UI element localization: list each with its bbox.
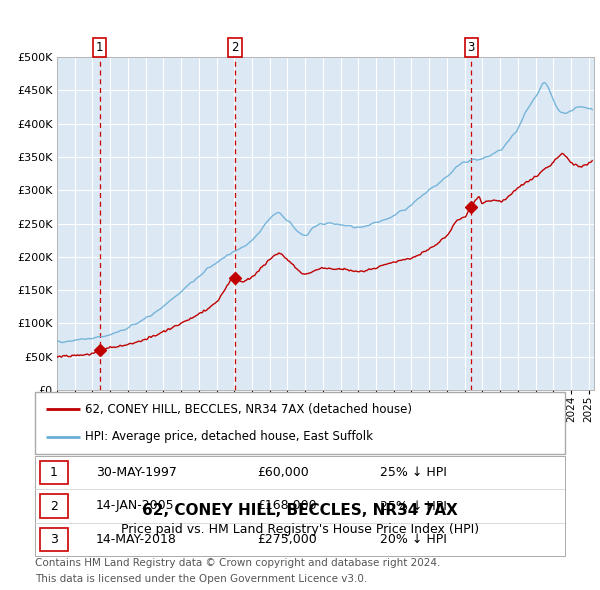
FancyBboxPatch shape (40, 527, 68, 551)
Text: £275,000: £275,000 (257, 533, 317, 546)
Text: 25% ↓ HPI: 25% ↓ HPI (380, 466, 446, 479)
FancyBboxPatch shape (40, 494, 68, 517)
Text: £168,000: £168,000 (257, 500, 317, 513)
FancyBboxPatch shape (40, 461, 68, 484)
Text: 3: 3 (467, 41, 475, 54)
Text: Contains HM Land Registry data © Crown copyright and database right 2024.: Contains HM Land Registry data © Crown c… (35, 558, 440, 568)
Text: 1: 1 (50, 466, 58, 479)
Text: 62, CONEY HILL, BECCLES, NR34 7AX: 62, CONEY HILL, BECCLES, NR34 7AX (142, 503, 458, 518)
Text: 2: 2 (231, 41, 239, 54)
Text: Price paid vs. HM Land Registry's House Price Index (HPI): Price paid vs. HM Land Registry's House … (121, 523, 479, 536)
Text: 1: 1 (96, 41, 103, 54)
Text: 30-MAY-1997: 30-MAY-1997 (96, 466, 177, 479)
Text: HPI: Average price, detached house, East Suffolk: HPI: Average price, detached house, East… (85, 430, 373, 443)
FancyBboxPatch shape (35, 392, 565, 454)
Text: This data is licensed under the Open Government Licence v3.0.: This data is licensed under the Open Gov… (35, 574, 367, 584)
Text: £60,000: £60,000 (257, 466, 310, 479)
Text: 2: 2 (50, 500, 58, 513)
Text: 14-JAN-2005: 14-JAN-2005 (96, 500, 175, 513)
Text: 25% ↓ HPI: 25% ↓ HPI (380, 500, 446, 513)
Text: 20% ↓ HPI: 20% ↓ HPI (380, 533, 446, 546)
Text: 62, CONEY HILL, BECCLES, NR34 7AX (detached house): 62, CONEY HILL, BECCLES, NR34 7AX (detac… (85, 403, 412, 416)
Text: 3: 3 (50, 533, 58, 546)
Text: 14-MAY-2018: 14-MAY-2018 (96, 533, 177, 546)
